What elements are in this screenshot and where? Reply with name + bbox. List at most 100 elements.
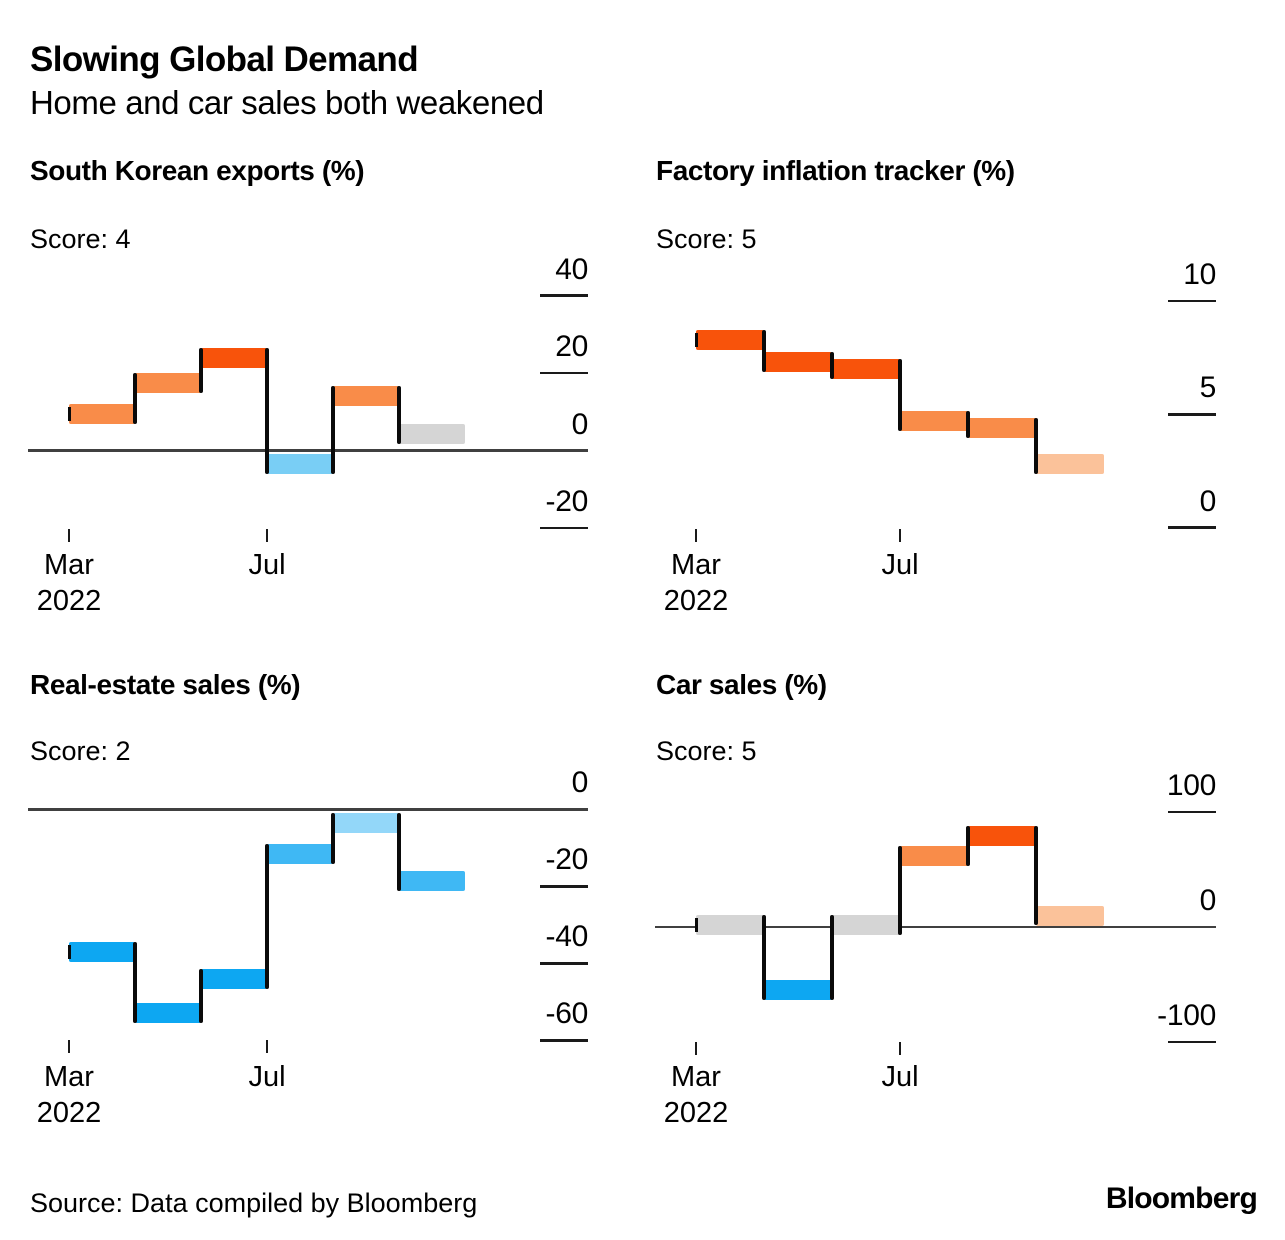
bar-segment	[399, 424, 465, 445]
bar-connector	[761, 329, 767, 373]
x-tick-mark	[265, 529, 269, 542]
x-tick-label: Mar	[44, 549, 94, 581]
x-tick-label: Jul	[881, 549, 919, 581]
source-note: Source: Data compiled by Bloomberg	[30, 1188, 478, 1218]
y-tick-label: -20	[545, 843, 589, 877]
chart-score: Score: 5	[656, 224, 757, 254]
y-tick-mark	[1168, 526, 1216, 529]
chart-score: Score: 4	[30, 224, 131, 254]
x-tick-mark	[67, 1040, 71, 1053]
bar-connector	[965, 826, 971, 866]
bar-segment	[135, 372, 201, 393]
y-tick-label: 10	[1183, 258, 1216, 292]
y-tick-label: -100	[1157, 999, 1216, 1032]
bar-segment	[900, 845, 968, 866]
bar-segment	[900, 411, 968, 432]
series-start-cap	[67, 406, 71, 421]
bar-segment	[696, 914, 764, 935]
bar-segment	[968, 826, 1036, 847]
y-tick-mark	[540, 371, 588, 375]
page-subtitle: Home and car sales both weakened	[30, 84, 544, 121]
x-tick-mark	[694, 529, 698, 542]
bar-connector	[132, 372, 138, 424]
bar-connector	[396, 386, 402, 445]
y-tick-label: 0	[1199, 484, 1217, 518]
bar-segment	[333, 812, 399, 833]
x-tick-mark	[694, 1042, 698, 1055]
y-tick-mark	[540, 526, 588, 530]
bar-connector	[198, 347, 204, 393]
bar-connector	[264, 347, 270, 475]
bar-connector	[761, 914, 767, 1001]
bar-connector	[1033, 826, 1039, 926]
x-tick-year: 2022	[663, 585, 729, 617]
y-tick-mark	[540, 1039, 588, 1042]
page-title: Slowing Global Demand	[30, 40, 419, 79]
x-tick-label: Jul	[248, 1061, 286, 1093]
series-start-cap	[67, 944, 71, 959]
bar-connector	[198, 968, 204, 1024]
chart-title: Factory inflation tracker (%)	[656, 155, 1015, 186]
bar-connector	[897, 359, 903, 432]
bar-segment	[1036, 454, 1104, 475]
y-tick-label: -60	[545, 997, 589, 1031]
y-tick-label: 5	[1199, 371, 1217, 405]
y-tick-label: 0	[1199, 884, 1217, 917]
chart-score: Score: 5	[656, 736, 757, 766]
bar-connector	[829, 352, 835, 380]
y-tick-mark	[1168, 1040, 1216, 1044]
x-tick-year: 2022	[663, 1097, 729, 1129]
y-tick-label: 100	[1166, 769, 1216, 802]
bar-connector	[330, 812, 336, 864]
bar-segment	[201, 347, 267, 368]
bar-segment	[1036, 905, 1104, 926]
bar-segment	[968, 417, 1036, 438]
x-tick-year: 2022	[36, 585, 102, 617]
x-tick-label: Mar	[44, 1061, 94, 1093]
bar-connector	[132, 941, 138, 1024]
bar-segment	[135, 1003, 201, 1024]
bar-segment	[696, 329, 764, 350]
x-tick-mark	[898, 529, 902, 542]
bar-segment	[832, 914, 900, 935]
bar-segment	[69, 403, 135, 424]
bar-segment	[832, 359, 900, 380]
y-tick-mark	[1168, 810, 1216, 814]
bar-segment	[267, 454, 333, 475]
series-start-cap	[694, 332, 698, 347]
x-tick-year: 2022	[36, 1097, 102, 1129]
x-tick-mark	[67, 529, 71, 542]
chart-title: Real-estate sales (%)	[30, 669, 301, 700]
chart-title: South Korean exports (%)	[30, 155, 365, 186]
bar-connector	[396, 812, 402, 891]
y-tick-mark	[540, 294, 588, 297]
bar-segment	[201, 968, 267, 989]
bar-segment	[399, 870, 465, 891]
zero-axis-line	[655, 925, 1216, 929]
bar-segment	[764, 352, 832, 373]
y-tick-mark	[1168, 299, 1216, 303]
y-tick-mark	[1168, 413, 1216, 416]
chart-score: Score: 2	[30, 736, 131, 766]
x-tick-label: Mar	[671, 549, 721, 581]
y-tick-label: 0	[571, 407, 589, 441]
bar-connector	[264, 843, 270, 989]
x-tick-label: Mar	[671, 1061, 721, 1093]
y-tick-mark	[540, 885, 588, 888]
bar-segment	[333, 386, 399, 407]
x-tick-mark	[265, 1040, 269, 1053]
chart-title: Car sales (%)	[656, 669, 827, 700]
x-tick-label: Jul	[881, 1061, 919, 1093]
bar-segment	[69, 941, 135, 962]
x-tick-mark	[898, 1042, 902, 1055]
series-start-cap	[694, 917, 698, 932]
bar-connector	[965, 411, 971, 438]
zero-axis-line	[28, 449, 588, 452]
bar-segment	[267, 843, 333, 864]
y-tick-label: -20	[545, 485, 589, 518]
y-tick-label: -40	[545, 920, 589, 954]
y-tick-label: 20	[555, 330, 588, 363]
zero-axis-line	[28, 808, 588, 811]
bar-connector	[897, 845, 903, 935]
x-tick-label: Jul	[248, 549, 286, 581]
